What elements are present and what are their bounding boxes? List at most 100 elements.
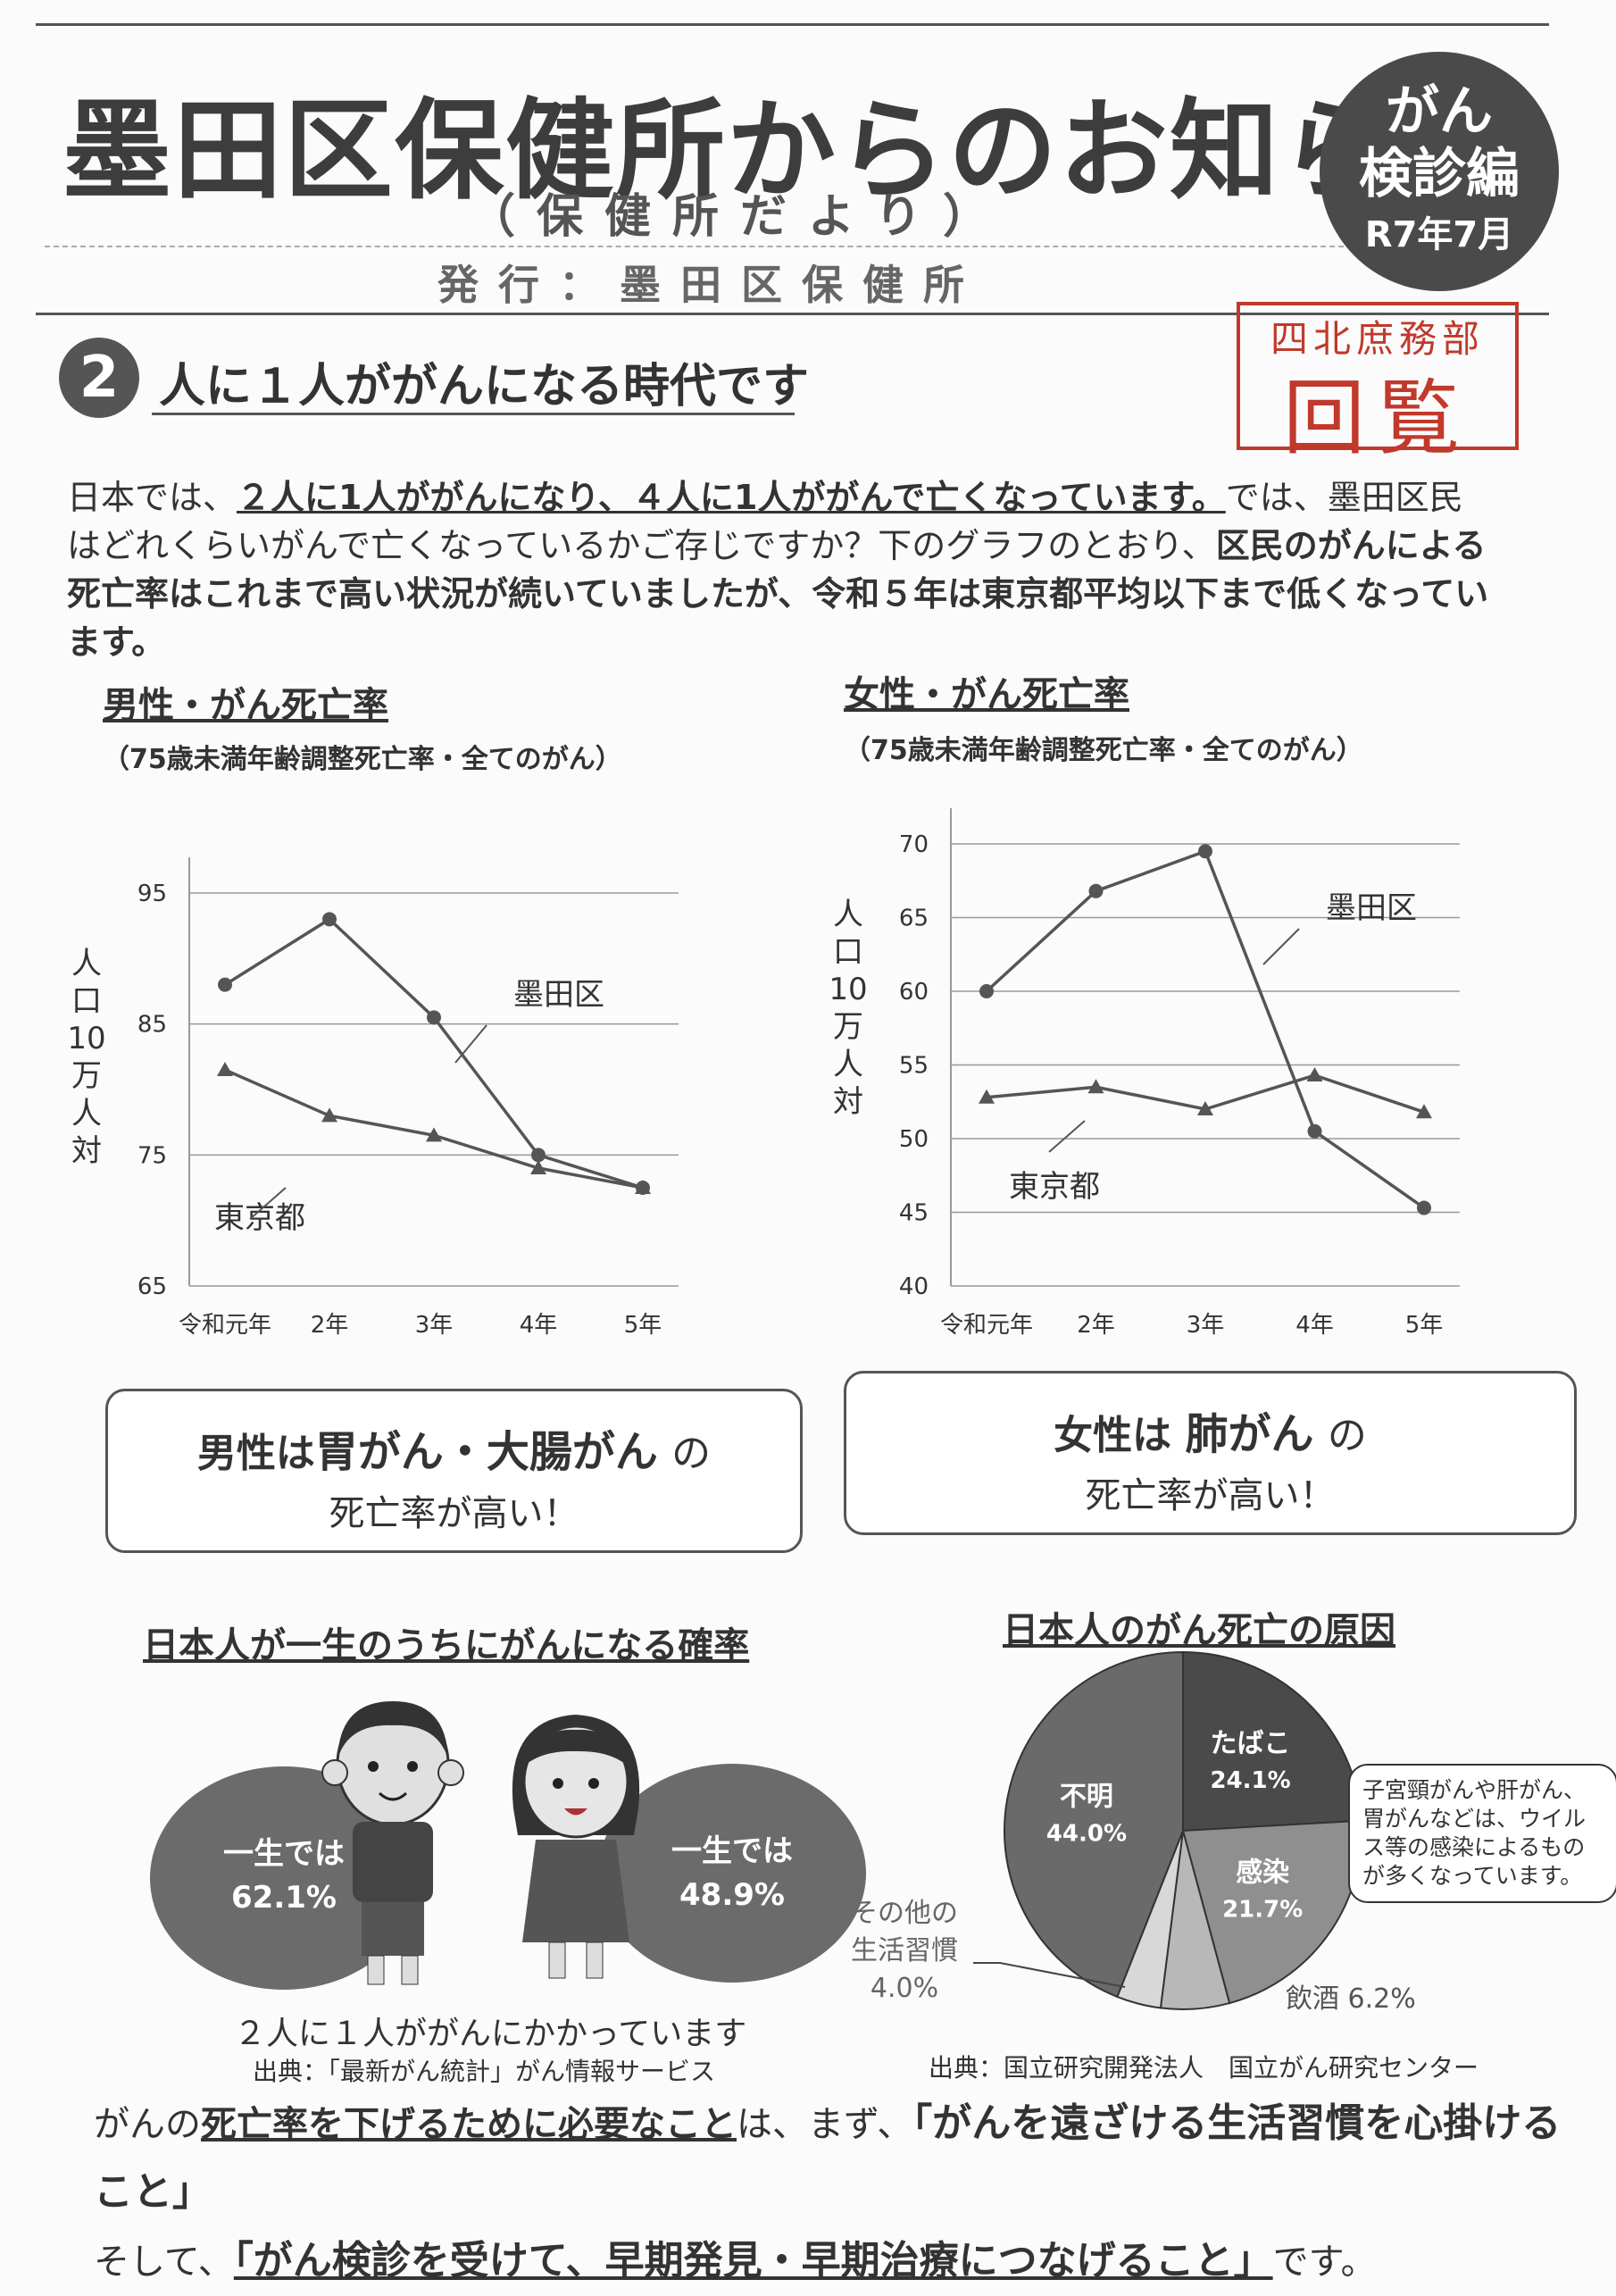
death-cause-pie: たばこ 24.1% 感染 21.7% 不明 44.0% bbox=[1004, 1650, 1362, 2010]
bottom-b: 死亡率を下げるために必要なこと bbox=[201, 2104, 737, 2145]
pie-label-other-line1: その他の bbox=[851, 1898, 958, 1929]
y-tick-label: 65 bbox=[899, 906, 929, 932]
y-axis-label-char: 対 bbox=[71, 1133, 102, 1169]
data-point bbox=[1088, 883, 1104, 898]
series-label: 東京都 bbox=[214, 1200, 305, 1236]
data-point bbox=[321, 1107, 337, 1123]
y-tick-label: 40 bbox=[899, 1273, 929, 1300]
pie-value: 44.0% bbox=[1046, 1820, 1127, 1847]
badge-date: R7年7月 bbox=[1364, 214, 1514, 255]
girl-illustration bbox=[512, 1715, 640, 1979]
intro-emphasis: ２人に1人ががんになり、４人に1人ががんで亡くなっています。 bbox=[237, 478, 1226, 517]
y-tick-label: 55 bbox=[899, 1053, 929, 1080]
y-tick-label: 75 bbox=[137, 1142, 167, 1169]
pie-value: 24.1% bbox=[1210, 1767, 1290, 1794]
risk-caption: ２人に１人ががんにかかっています bbox=[234, 2016, 747, 2052]
data-point bbox=[1307, 1123, 1322, 1139]
risk-source: 出典：「最新がん統計」がん情報サービス bbox=[253, 2057, 716, 2086]
series-leader-line bbox=[454, 1024, 487, 1064]
male-chart-subtitle: （75歳未満年齢調整死亡率・全てのがん） bbox=[103, 744, 622, 775]
data-point bbox=[1417, 1200, 1431, 1215]
y-axis-label-char: 10 bbox=[67, 1021, 105, 1056]
series-leader-line bbox=[249, 1187, 287, 1220]
pie-slice-不明 bbox=[1004, 1650, 1184, 1999]
bottom-f: 「がん検診を受けて、早期発見・早期治療につなげること」 bbox=[233, 2238, 1273, 2283]
x-tick-label: 3年 bbox=[415, 1312, 454, 1339]
y-axis-label-char: 10 bbox=[829, 972, 867, 1007]
pie-leader-other bbox=[973, 1962, 1126, 1988]
bottom-a: がんの bbox=[94, 2104, 201, 2145]
female-risk-bubble: 一生では 48.9% bbox=[598, 1764, 866, 1983]
infection-note: 子宮頸がんや肝がん、胃がんなどは、ウイルス等の感染によるものが多くなっています。 bbox=[1348, 1764, 1616, 1903]
y-tick-label: 95 bbox=[137, 881, 167, 907]
data-point bbox=[1416, 1104, 1432, 1119]
pie-label: 不明 bbox=[1060, 1781, 1113, 1812]
data-point bbox=[322, 912, 337, 927]
intro-c: では、墨田区民はどれくらいがんで亡くなっているかご存じですか？下のグラフのとおり… bbox=[67, 478, 1463, 565]
x-tick-label: 4年 bbox=[1295, 1312, 1334, 1339]
y-axis-label-char: 万 bbox=[833, 1009, 863, 1045]
intro-a: 日本では、 bbox=[67, 478, 237, 517]
x-tick-label: 5年 bbox=[1405, 1312, 1444, 1339]
header-bottom-rule bbox=[36, 313, 1549, 315]
risk-title: 日本人が一生のうちにがんになる確率 bbox=[143, 1625, 750, 1666]
y-tick-label: 50 bbox=[899, 1126, 929, 1153]
data-point bbox=[1198, 844, 1212, 859]
female-summary-line1: 女性は 肺がん の bbox=[846, 1398, 1574, 1461]
bottom-c: は、まず、 bbox=[737, 2104, 913, 2145]
series-leader-line bbox=[1262, 928, 1300, 965]
y-tick-label: 60 bbox=[899, 979, 929, 1006]
male-chart-title: 男性・がん死亡率 bbox=[103, 685, 388, 726]
edition-badge: がん 検診編 R7年7月 bbox=[1320, 52, 1559, 291]
y-axis-label-char: 人 bbox=[833, 897, 863, 932]
x-tick-label: 3年 bbox=[1187, 1312, 1225, 1339]
page-subtitle: （保健所だより） bbox=[469, 190, 1011, 244]
data-point bbox=[426, 1127, 442, 1142]
bottom-d: 「がんを遠ざける生活習慣を心掛けること」 bbox=[94, 2100, 1562, 2215]
y-axis-label-char: 万 bbox=[71, 1058, 102, 1094]
data-point bbox=[1306, 1067, 1323, 1082]
death-cause-title: 日本人のがん死亡の原因 bbox=[1003, 1610, 1395, 1651]
x-tick-label: 令和元年 bbox=[179, 1312, 271, 1339]
male-summary-b: 胃がん・大腸がん bbox=[314, 1427, 658, 1477]
pie-value: 21.7% bbox=[1222, 1896, 1303, 1923]
data-point bbox=[635, 1180, 651, 1194]
data-point bbox=[1087, 1079, 1104, 1094]
male-summary-c: の bbox=[671, 1431, 712, 1476]
data-point bbox=[979, 984, 994, 998]
series-label: 墨田区 bbox=[513, 977, 604, 1013]
y-axis-label-char: 口 bbox=[71, 983, 102, 1019]
badge-line2: 検診編 bbox=[1359, 143, 1520, 205]
male-summary-line2: 死亡率が高い！ bbox=[329, 1493, 579, 1534]
stamp-dept: 四北庶務部 bbox=[1270, 317, 1485, 361]
bottom-line1: がんの死亡率を下げるために必要なことは、まず、「がんを遠ざける生活習慣を心掛ける… bbox=[94, 2090, 1594, 2227]
x-tick-label: 2年 bbox=[1077, 1312, 1115, 1339]
badge-line1: がん bbox=[1386, 80, 1493, 143]
y-tick-label: 65 bbox=[137, 1273, 167, 1300]
pie-label-drinking: 飲酒 6.2% bbox=[1286, 1983, 1416, 2015]
boy-illustration bbox=[321, 1701, 464, 1985]
section-title: 人に１人ががんになる時代です bbox=[159, 360, 810, 413]
female-summary-box: 女性は 肺がん の 死亡率が高い！ bbox=[844, 1371, 1577, 1535]
female-summary-c: の bbox=[1327, 1413, 1367, 1458]
header-divider bbox=[45, 246, 1531, 247]
data-point bbox=[1197, 1101, 1213, 1115]
series-leader-line bbox=[1048, 1120, 1086, 1153]
bottom-g: です。 bbox=[1272, 2242, 1377, 2283]
y-tick-label: 70 bbox=[899, 831, 929, 858]
page-title: 墨田区保健所からのお知らせ bbox=[62, 88, 1500, 214]
y-axis-label-char: 人 bbox=[833, 1047, 863, 1082]
female-chart-subtitle: （75歳未満年齢調整死亡率・全てのがん） bbox=[844, 735, 1363, 766]
male-summary-box: 男性は胃がん・大腸がん の 死亡率が高い！ bbox=[105, 1389, 803, 1553]
female-risk-value: 48.9% bbox=[679, 1877, 785, 1913]
y-axis-label-char: 人 bbox=[71, 1096, 102, 1131]
female-summary-b: 肺がん bbox=[1185, 1409, 1314, 1459]
male-summary-line1: 男性は胃がん・大腸がん の bbox=[108, 1416, 800, 1479]
bottom-e: そして、 bbox=[94, 2242, 234, 2283]
data-point bbox=[531, 1148, 546, 1163]
male-risk-value: 62.1% bbox=[231, 1880, 337, 1916]
male-risk-label: 一生では bbox=[223, 1836, 345, 1872]
female-chart-title: 女性・がん死亡率 bbox=[844, 674, 1129, 715]
